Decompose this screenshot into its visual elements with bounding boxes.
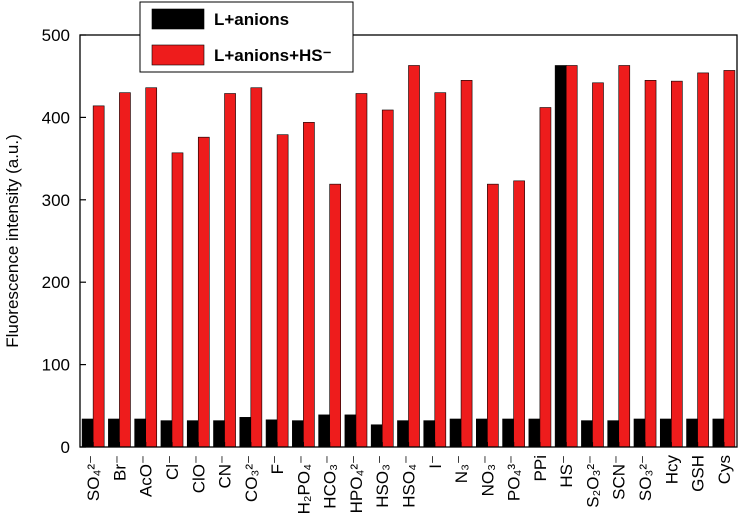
bar xyxy=(460,80,473,448)
bar xyxy=(292,420,304,448)
y-tick-label: 300 xyxy=(42,191,70,210)
bar xyxy=(213,420,225,448)
bar xyxy=(92,105,105,448)
x-tick-label: AcO⁻ xyxy=(137,455,156,497)
bar xyxy=(539,107,552,448)
bar xyxy=(276,134,289,448)
bar xyxy=(134,418,146,448)
legend-swatch xyxy=(151,44,205,66)
x-tick-label: HPO₄²⁻ xyxy=(347,455,366,513)
x-tick-label: SO₃²⁻ xyxy=(636,455,655,501)
bar xyxy=(554,65,567,448)
bar xyxy=(119,92,131,448)
bar xyxy=(250,87,263,448)
bar xyxy=(197,136,210,448)
legend-label: L+anions+HS⁻ xyxy=(214,46,332,65)
x-tick-label: Hcy xyxy=(662,455,681,485)
bar xyxy=(697,72,709,448)
bar xyxy=(565,65,578,448)
x-tick-label: NO₃⁻ xyxy=(478,455,497,496)
bar xyxy=(581,420,593,448)
legend-label: L+anions xyxy=(214,10,289,29)
bar xyxy=(303,122,315,448)
bar xyxy=(633,418,646,448)
y-tick-label: 200 xyxy=(42,273,70,292)
bar xyxy=(171,152,184,448)
x-tick-label: S₂O₃²⁻ xyxy=(583,455,602,508)
x-tick-label: I⁻ xyxy=(426,455,445,469)
bar xyxy=(476,418,488,448)
bar xyxy=(670,80,683,448)
bar xyxy=(108,418,120,448)
y-tick-label: 100 xyxy=(42,356,70,375)
y-tick-label: 500 xyxy=(42,26,70,45)
bar xyxy=(370,424,383,448)
bar xyxy=(239,417,252,448)
bar xyxy=(344,414,357,448)
bar xyxy=(449,418,462,448)
bar xyxy=(265,419,278,448)
x-tick-label: CO₃²⁻ xyxy=(242,455,261,502)
bar xyxy=(607,420,620,448)
bar xyxy=(160,420,173,448)
bar xyxy=(487,183,499,448)
legend-swatch xyxy=(151,8,205,30)
x-tick-label: H₂PO₄⁻ xyxy=(294,455,313,514)
bar xyxy=(618,65,631,448)
bar xyxy=(686,418,698,448)
y-axis-label: Fluorescence intensity (a.u.) xyxy=(3,134,22,348)
y-tick-label: 0 xyxy=(61,438,70,457)
x-tick-label: HCO₃⁻ xyxy=(321,455,340,509)
bar xyxy=(592,82,604,448)
bar xyxy=(644,80,657,448)
bar xyxy=(502,418,514,448)
x-tick-label: N₃⁻ xyxy=(452,455,471,483)
bar xyxy=(81,418,94,448)
bar xyxy=(224,93,236,448)
x-tick-label: ClO⁻ xyxy=(189,455,208,493)
x-tick-label: Cl⁻ xyxy=(163,455,182,480)
bar xyxy=(329,183,341,448)
bar xyxy=(528,418,541,448)
bar xyxy=(145,87,158,448)
bar xyxy=(434,92,447,448)
x-tick-label: GSH xyxy=(689,455,708,492)
bar xyxy=(318,414,330,448)
bar xyxy=(355,93,368,448)
bar xyxy=(423,420,436,448)
x-tick-label: SCN⁻ xyxy=(610,455,629,500)
bar xyxy=(513,180,525,448)
y-tick-label: 400 xyxy=(42,108,70,127)
bar xyxy=(659,418,672,448)
x-tick-label: PPi xyxy=(531,455,550,481)
bar xyxy=(408,65,420,448)
x-tick-label: Cys xyxy=(715,455,734,484)
x-tick-label: SO₄²⁻ xyxy=(84,455,103,501)
x-tick-label: HS⁻ xyxy=(557,455,576,488)
bar xyxy=(397,420,409,448)
bar xyxy=(186,420,199,448)
x-tick-label: HSO₄⁻ xyxy=(400,455,419,508)
bar xyxy=(712,418,725,448)
x-tick-label: Br⁻ xyxy=(110,455,129,481)
x-tick-label: HSO₃⁻ xyxy=(373,455,392,508)
bar xyxy=(723,70,736,448)
x-tick-label: PO₄³⁻ xyxy=(505,455,524,501)
plot-frame xyxy=(79,34,738,448)
x-tick-label: CN⁻ xyxy=(216,455,235,489)
bar xyxy=(381,109,394,448)
x-tick-label: F⁻ xyxy=(268,455,287,474)
